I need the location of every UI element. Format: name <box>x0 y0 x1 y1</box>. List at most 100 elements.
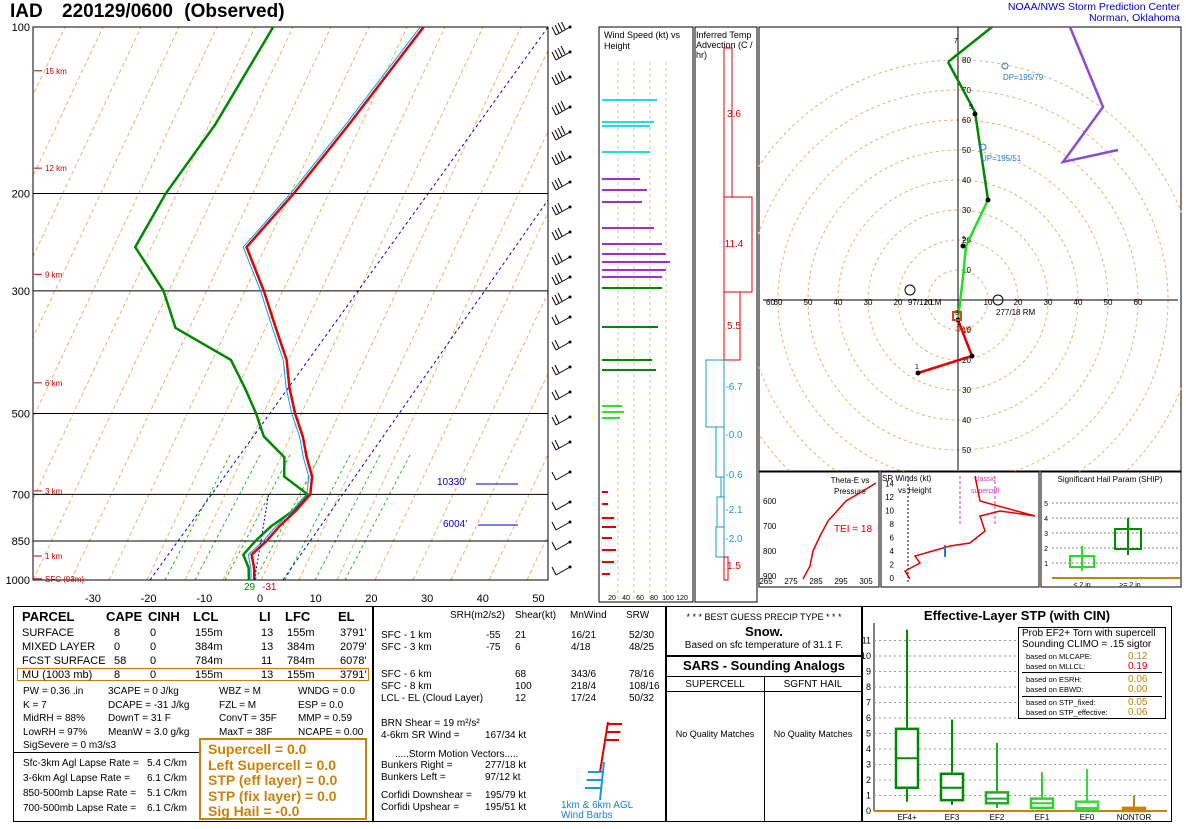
barb-flag <box>554 274 560 284</box>
height-label: 12 km <box>45 164 67 173</box>
ws-tick-120: 120 <box>676 595 688 602</box>
barb-shaft <box>555 521 571 531</box>
sars-col-supercell: SUPERCELL <box>685 679 745 690</box>
barb-flag <box>554 129 560 139</box>
barb-flag <box>551 441 557 451</box>
lm-label: 97/12 LM <box>908 298 942 307</box>
isotherm-blue-1 <box>149 27 548 580</box>
barb-shaft <box>555 296 571 306</box>
thetae-xtick: 275 <box>784 577 798 586</box>
thetae-ptick: 900 <box>763 572 777 581</box>
barb-dot <box>568 470 572 474</box>
thetae-xtick: 295 <box>834 577 848 586</box>
barb-flag <box>551 471 557 481</box>
hodo-km-dot <box>985 197 991 203</box>
barb-shaft <box>555 366 571 376</box>
tadv-label: -0.0 <box>725 430 743 441</box>
tadv-label: -2.0 <box>725 534 743 545</box>
tadv-bar <box>723 47 733 198</box>
hodo-trace-upper <box>947 26 993 63</box>
kin-cell: -55 <box>486 630 501 641</box>
srw-note-2: supercell <box>971 488 999 495</box>
barb-shaft <box>555 471 571 481</box>
index-cell: SigSevere = 0 m3/s3 <box>23 740 117 751</box>
barb-flag <box>557 227 563 237</box>
stp-cat-4: EF0 <box>1080 813 1095 822</box>
kin-cell: 12 <box>515 693 527 704</box>
tadv-bar <box>705 359 725 428</box>
barb-flag <box>560 100 566 110</box>
stp-prob-rule2 <box>1022 696 1162 697</box>
kin-cell: 21 <box>515 630 527 641</box>
center-credit: NOAA/NWS Storm Prediction Center Norman,… <box>1008 2 1180 24</box>
barb-flag <box>551 51 557 61</box>
barb-flag <box>557 47 563 57</box>
stp-cat-0: EF4+ <box>897 813 917 822</box>
barb-dot <box>568 565 572 569</box>
wind-barb <box>551 252 572 266</box>
barb-shaft <box>555 276 571 286</box>
srw-note-1: classic <box>974 476 996 483</box>
stp-prob-value: 0.12 <box>1128 651 1148 662</box>
dry-adiabat <box>260 27 522 580</box>
barb-flag <box>551 26 557 36</box>
thetae-title-2: Pressure <box>834 487 867 496</box>
barb-shaft <box>555 156 571 166</box>
kin-cell: 218/4 <box>571 681 597 692</box>
dry-adiabat <box>336 130 548 580</box>
stp-ytick-6: 6 <box>866 713 871 723</box>
parcel-cell: 0 <box>150 627 157 639</box>
parcel-cell: 155m <box>287 627 315 639</box>
up-label: UP=195/51 <box>981 154 1022 163</box>
parcel-header-4: LI <box>259 609 271 624</box>
srw-ytick: 8 <box>890 520 895 529</box>
index-cell: DCAPE = -31 J/kg <box>108 699 190 711</box>
ws-tick-20: 20 <box>608 595 616 602</box>
parcel-header-6: EL <box>338 609 355 624</box>
hodo-km-dot <box>972 111 978 117</box>
hodo-ring-label: 20 <box>962 236 971 245</box>
ship-frame <box>1040 471 1182 588</box>
lapse-rule <box>13 752 199 753</box>
kin-row-label: LCL - EL (Cloud Layer) <box>381 693 484 704</box>
parcel-trace <box>253 494 270 580</box>
stp-prob-label: based on MLLCL: <box>1026 662 1086 671</box>
parcel-cell: 384m <box>287 641 315 653</box>
index-cell: WBZ = M <box>219 686 261 697</box>
thetae-panel: Theta-E vs Pressure 265 275 285 295 305 600 700 8… <box>758 471 880 588</box>
wind-barb <box>551 177 572 191</box>
dry-adiabat <box>70 27 332 580</box>
kin-row-label: SFC - 3 km <box>381 642 432 653</box>
kin-cell: 100 <box>515 681 532 692</box>
barb-flag <box>560 125 566 135</box>
height-label: 3 km <box>45 487 63 496</box>
temp-tick-10: 10 <box>310 593 322 605</box>
barb-caption-2: Wind Barbs <box>561 810 613 821</box>
barb-shaft <box>555 231 571 241</box>
ship-ytick: 2 <box>1044 546 1048 553</box>
temp-tick--20: -20 <box>141 593 157 605</box>
hodo-ring-label: 10 <box>962 266 971 275</box>
sounding-kind: (Observed) <box>184 1 285 22</box>
composite-line-0: Supercell = 0.0 <box>208 741 307 757</box>
barb-flag <box>557 22 563 32</box>
hodo-tick: 60 <box>1134 298 1143 307</box>
temp-tick--10: -10 <box>196 593 212 605</box>
index-cell: K = 7 <box>23 699 47 711</box>
stp-prob-label: based on EBWD: <box>1026 685 1084 694</box>
barb-flag <box>551 416 557 426</box>
hodo-ring-label: 40 <box>962 416 971 425</box>
hodo-tick: 30 <box>1044 298 1053 307</box>
barb-flag <box>557 152 563 162</box>
dry-adiabat <box>488 453 548 580</box>
hodo-tick: 20 <box>894 298 903 307</box>
wind-barb <box>551 540 572 551</box>
wind-barb <box>551 500 572 511</box>
motion-title: .....Storm Motion Vectors..... <box>395 749 519 760</box>
barb-dot <box>568 365 572 369</box>
center-location: Norman, Oklahoma <box>1088 12 1180 24</box>
kin-cell: 48/25 <box>629 642 655 653</box>
parcel-cell: 784m <box>287 655 315 667</box>
dry-adiabat <box>33 27 256 501</box>
